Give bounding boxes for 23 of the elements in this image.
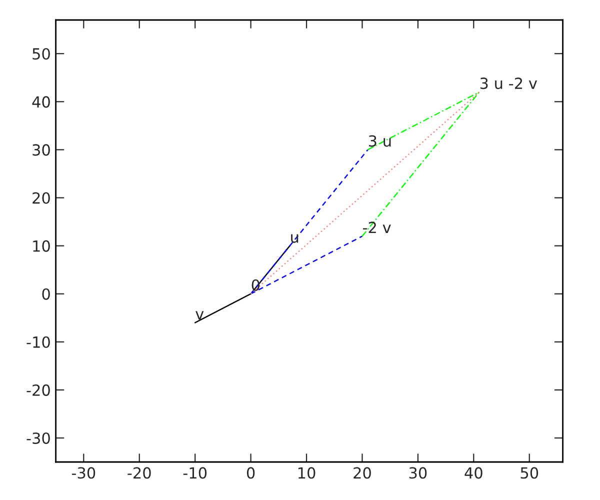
y-tick-label: -10 xyxy=(26,336,50,348)
x-tick-label: 30 xyxy=(409,467,427,479)
y-tick-label: 0 xyxy=(42,288,50,300)
y-tick-label: 20 xyxy=(32,192,50,204)
x-tick-label: -10 xyxy=(183,467,207,479)
annotation: -2 v xyxy=(362,222,391,234)
x-tick-label: -30 xyxy=(72,467,96,479)
y-tick-label: 50 xyxy=(32,48,50,60)
y-tick-label: 40 xyxy=(32,96,50,108)
y-tick-label: 10 xyxy=(33,240,50,252)
annotation: 3 u -2 v xyxy=(480,78,538,90)
x-tick-label: 40 xyxy=(464,467,482,479)
y-tick-label: 30 xyxy=(32,144,50,156)
x-tick-label: 50 xyxy=(520,467,538,479)
x-tick-label: -20 xyxy=(128,467,151,479)
x-tick-label: 20 xyxy=(354,467,371,479)
annotation: 3 u xyxy=(368,135,391,147)
y-tick-label: -30 xyxy=(26,432,50,444)
x-tick-label: 10 xyxy=(298,467,316,479)
y-tick-label: -20 xyxy=(26,384,50,396)
x-tick-label: 0 xyxy=(246,467,255,479)
annotation: u xyxy=(291,234,298,243)
annotation: v xyxy=(196,311,204,320)
